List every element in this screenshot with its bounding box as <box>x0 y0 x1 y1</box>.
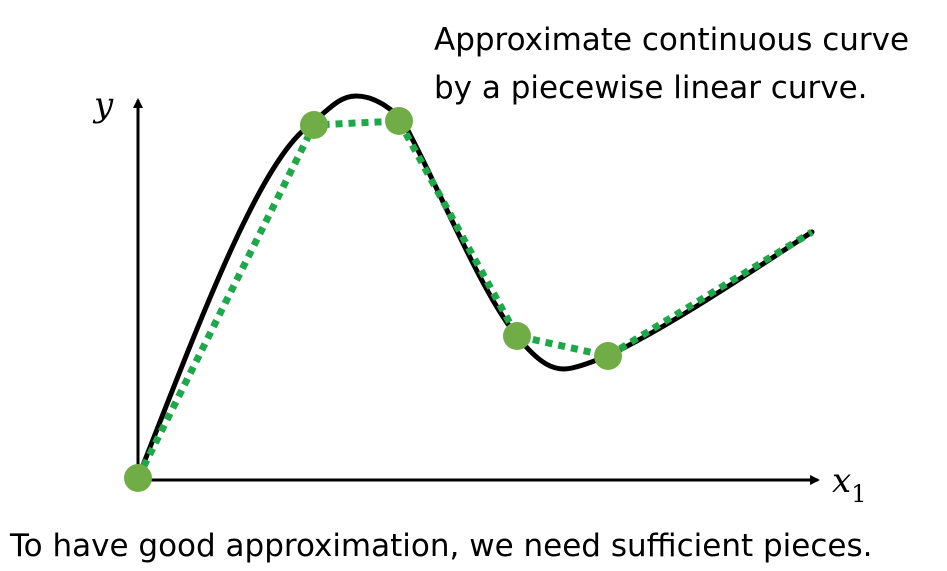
breakpoint-2 <box>300 111 328 139</box>
breakpoint-5 <box>594 342 622 370</box>
caption-line-1: Approximate continuous curve <box>434 22 910 58</box>
x-axis-label: x1 <box>832 461 866 508</box>
breakpoint-3 <box>385 107 413 135</box>
breakpoint-1 <box>124 464 152 492</box>
x-axis-label-main: x <box>832 461 851 501</box>
y-axis-label: y <box>92 85 114 125</box>
x-axis-label-subscript: 1 <box>851 480 866 508</box>
piecewise-linear-curve <box>134 117 814 480</box>
footer-caption: To have good approximation, we need suff… <box>10 528 873 564</box>
caption-line-2: by a piecewise linear curve. <box>434 70 868 106</box>
breakpoint-4 <box>503 322 531 350</box>
caption-top: Approximate continuous curve by a piecew… <box>434 16 944 112</box>
continuous-curve <box>135 93 815 481</box>
